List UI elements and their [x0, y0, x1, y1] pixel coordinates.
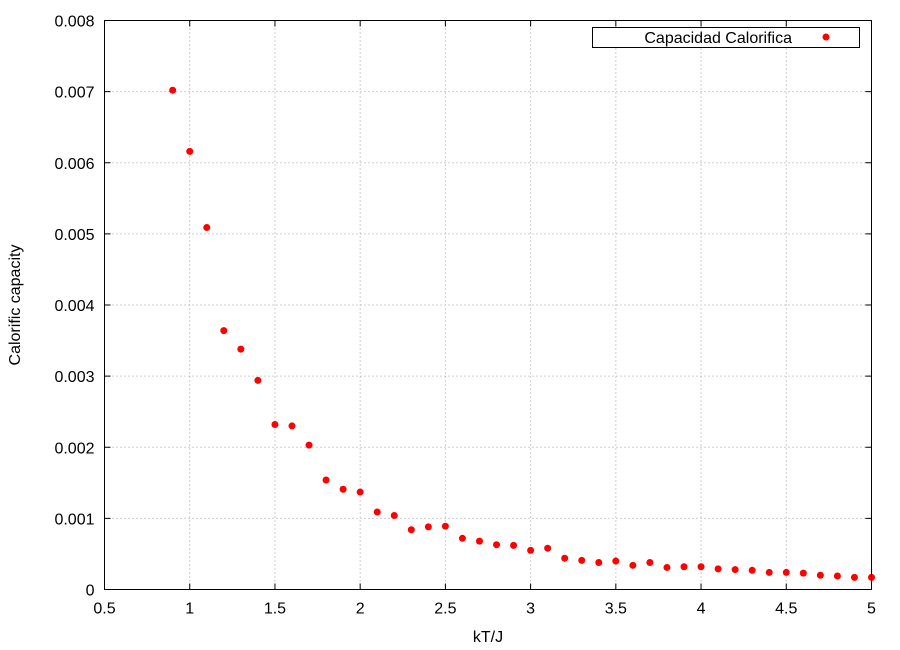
x-tick-label: 5 — [867, 601, 876, 618]
data-point — [816, 571, 824, 579]
data-point — [578, 556, 586, 564]
data-point — [833, 572, 841, 580]
y-tick-label: 0.008 — [54, 14, 94, 31]
x-tick-label: 3.5 — [605, 601, 627, 618]
y-axis-tick-labels: 0 0.001 0.002 0.003 0.004 0.005 0.006 0.007 0.00… — [54, 14, 94, 600]
data-point — [475, 537, 483, 545]
x-tick-label: 1 — [185, 601, 194, 618]
x-tick-label: 4 — [697, 601, 706, 618]
y-tick-label: 0.005 — [54, 227, 94, 244]
data-point — [220, 327, 228, 335]
data-point — [663, 563, 671, 571]
data-point — [407, 526, 415, 534]
data-point — [169, 86, 177, 94]
data-point — [254, 376, 262, 384]
data-point — [186, 147, 194, 155]
data-point — [748, 566, 756, 574]
data-point — [714, 565, 722, 573]
y-tick-label: 0.003 — [54, 369, 94, 386]
grid-lines — [104, 20, 872, 590]
x-tick-label: 1.5 — [264, 601, 286, 618]
data-point — [646, 558, 654, 566]
data-point — [782, 568, 790, 576]
data-point — [288, 422, 296, 430]
x-tick-label: 0.5 — [93, 601, 115, 618]
data-point — [203, 223, 211, 231]
legend-label: Capacidad Calorifica — [644, 30, 792, 47]
data-point — [441, 522, 449, 530]
legend-marker — [822, 33, 830, 41]
data-point — [424, 523, 432, 531]
y-tick-label: 0.006 — [54, 156, 94, 173]
data-point — [850, 573, 858, 581]
data-point — [493, 541, 501, 549]
data-point — [731, 566, 739, 574]
data-point — [305, 441, 313, 449]
legend-box — [592, 27, 860, 48]
y-tick-label: 0 — [86, 583, 95, 600]
x-tick-label: 3 — [526, 601, 535, 618]
data-point — [561, 554, 569, 562]
tick-marks — [104, 20, 872, 590]
data-point — [322, 476, 330, 484]
data-points — [169, 86, 875, 581]
data-point — [510, 541, 518, 549]
x-axis-tick-labels: 0.5 1 1.5 2 2.5 3 3.5 4 4.5 5 — [93, 601, 876, 618]
y-tick-label: 0.002 — [54, 440, 94, 457]
data-point — [629, 561, 637, 569]
data-point — [680, 563, 688, 571]
data-point — [339, 485, 347, 493]
data-point — [544, 544, 552, 552]
x-tick-label: 2.5 — [434, 601, 456, 618]
plot-frame — [104, 20, 872, 590]
data-point — [697, 563, 705, 571]
x-tick-label: 4.5 — [775, 601, 797, 618]
data-point — [390, 512, 398, 520]
data-point — [271, 420, 279, 428]
legend: Capacidad Calorifica — [592, 27, 860, 48]
data-point — [237, 345, 245, 353]
data-point — [799, 569, 807, 577]
data-point — [356, 488, 364, 496]
data-point — [373, 508, 381, 516]
y-tick-label: 0.007 — [54, 85, 94, 102]
data-point — [595, 558, 603, 566]
y-tick-label: 0.001 — [54, 511, 94, 528]
data-point — [527, 546, 535, 554]
data-point — [612, 557, 620, 565]
y-tick-label: 0.004 — [54, 298, 94, 315]
x-tick-label: 2 — [356, 601, 365, 618]
y-axis-title: Calorific capacity — [7, 245, 24, 366]
x-axis-title: kT/J — [473, 629, 503, 646]
data-point — [765, 568, 773, 576]
data-point — [458, 534, 466, 542]
